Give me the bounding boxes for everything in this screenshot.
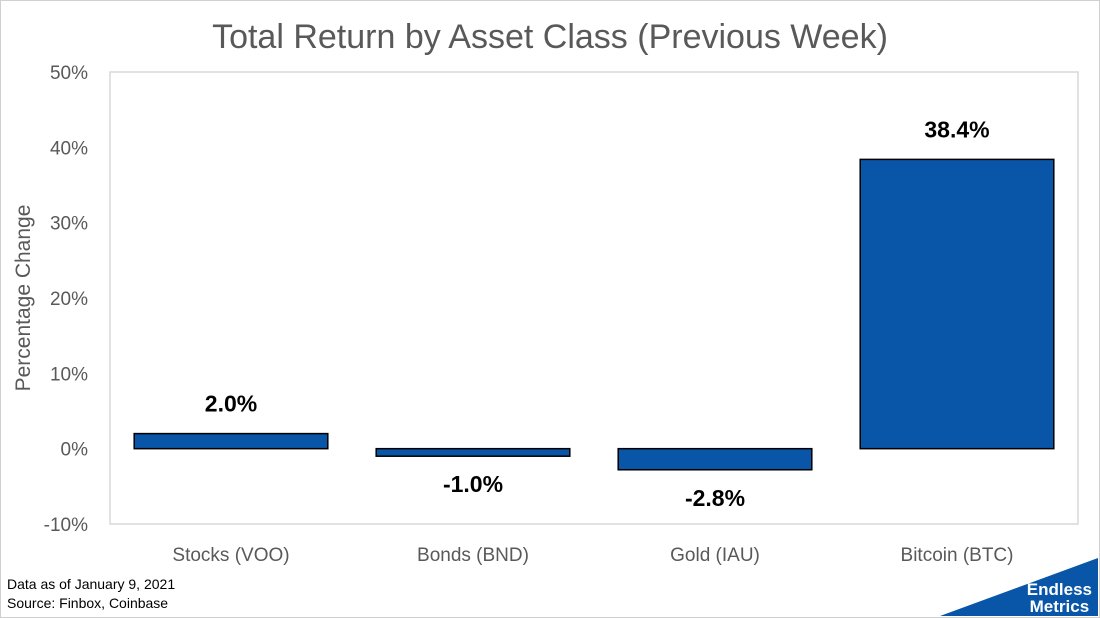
logo: Endless Metrics	[1027, 581, 1092, 615]
data-label: -1.0%	[443, 471, 503, 497]
logo-line1: Endless	[1026, 580, 1092, 599]
y-tick-label: 50%	[50, 63, 88, 84]
footnote-source: Source: Finbox, Coinbase	[7, 595, 169, 611]
y-tick-label: 20%	[50, 289, 88, 310]
bar	[133, 432, 329, 450]
y-tick-label: -10%	[44, 515, 88, 536]
y-tick-label: 40%	[50, 138, 88, 159]
bar	[375, 447, 571, 457]
bar	[617, 447, 813, 471]
y-axis-title: Percentage Change	[12, 205, 35, 392]
data-label: 2.0%	[205, 391, 257, 417]
x-tick-label: Stocks (VOO)	[172, 545, 289, 566]
x-tick-label: Bitcoin (BTC)	[901, 545, 1014, 566]
plot-area-border	[109, 71, 1079, 525]
y-tick-label: 10%	[50, 364, 88, 385]
y-tick-label: 0%	[61, 440, 89, 461]
data-label: -2.8%	[685, 485, 745, 511]
x-tick-label: Bonds (BND)	[417, 545, 529, 566]
data-label: 38.4%	[924, 116, 989, 142]
axes	[109, 71, 1079, 525]
footnote: Data as of January 9, 2021 Source: Finbo…	[7, 575, 175, 613]
logo-line2: Metrics	[1029, 597, 1090, 616]
x-tick-label: Gold (IAU)	[670, 545, 760, 566]
bar	[859, 158, 1055, 450]
y-tick-label: 30%	[50, 214, 88, 235]
logo-triangle	[940, 558, 1098, 616]
labels: -10% 0% 10% 20% 30% 40% 50% Percentage Change 2.…	[12, 63, 1013, 566]
bars	[133, 158, 1055, 471]
chart-title: Total Return by Asset Class (Previous We…	[212, 18, 888, 56]
footnote-date: Data as of January 9, 2021	[7, 576, 176, 592]
